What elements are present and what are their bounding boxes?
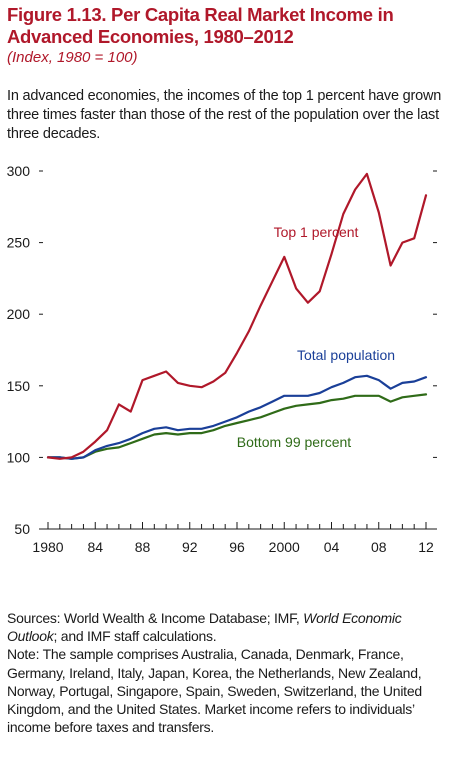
x-tick-label: 2000	[269, 539, 300, 555]
x-tick-label: 96	[229, 539, 245, 555]
series-line-bottom-99-percent	[46, 393, 428, 460]
y-tick-label: 150	[7, 378, 31, 394]
sources-italic: World Economic Outlook	[7, 610, 402, 645]
series-line-top-1-percent	[46, 172, 428, 460]
x-tick-label: 84	[87, 539, 103, 555]
x-tick-label: 92	[182, 539, 198, 555]
series-label-total-population: Total population	[297, 347, 395, 363]
y-tick-label: 250	[7, 235, 31, 251]
sources-prefix: Sources: World Wealth & Income Database;…	[7, 610, 304, 626]
figure-title: Figure 1.13. Per Capita Real Market Inco…	[7, 4, 394, 47]
x-tick-label: 08	[371, 539, 387, 555]
figure-lead-text: In advanced economies, the incomes of th…	[7, 88, 442, 142]
x-tick-label: 12	[418, 539, 434, 555]
series-line-total-population	[46, 374, 428, 460]
y-tick-label: 50	[14, 521, 30, 537]
y-tick-label: 200	[7, 306, 31, 322]
y-tick-label: 300	[7, 163, 31, 179]
chart-series-lines	[46, 172, 428, 460]
chart-series-labels: Top 1 percent Total population Bottom 99 p…	[237, 224, 395, 450]
sources-text: Sources: World Wealth & Income Database;…	[7, 609, 443, 645]
figure-subtitle: (Index, 1980 = 100)	[7, 49, 138, 66]
figure-notes: Sources: World Wealth & Income Database;…	[7, 609, 443, 736]
x-tick-label: 1980	[32, 539, 63, 555]
sources-suffix: ; and IMF staff calculations.	[53, 628, 217, 645]
y-tick-label: 100	[7, 449, 31, 465]
chart-axes: 50 100 150 200 250 300 1980 84 88 92 96 2000 04 08 12	[7, 163, 437, 555]
series-label-top-1-percent: Top 1 percent	[274, 224, 359, 240]
x-tick-label: 04	[324, 539, 340, 555]
note-text: Note: The sample comprises Australia, Ca…	[7, 646, 422, 736]
x-tick-label: 88	[135, 539, 151, 555]
series-label-bottom-99-percent: Bottom 99 percent	[237, 434, 352, 450]
